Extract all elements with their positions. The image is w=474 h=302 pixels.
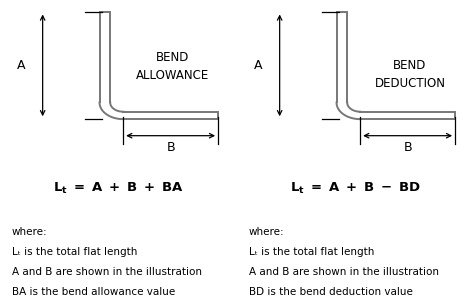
Text: where:: where: bbox=[249, 227, 284, 237]
Text: $\mathbf{L_t}$$\mathbf{\ =\ A\ +\ B\ +\ BA}$: $\mathbf{L_t}$$\mathbf{\ =\ A\ +\ B\ +\ … bbox=[53, 181, 184, 196]
Text: B: B bbox=[166, 141, 175, 154]
Text: BD is the bend deduction value: BD is the bend deduction value bbox=[249, 288, 413, 297]
Text: $\mathbf{L_t}$$\mathbf{\ =\ A\ +\ B\ -\ BD}$: $\mathbf{L_t}$$\mathbf{\ =\ A\ +\ B\ -\ … bbox=[290, 181, 421, 196]
Text: A and B are shown in the illustration: A and B are shown in the illustration bbox=[249, 267, 439, 278]
Text: where:: where: bbox=[12, 227, 47, 237]
Text: A: A bbox=[254, 59, 263, 72]
Text: B: B bbox=[403, 141, 412, 154]
Text: Lₜ is the total flat length: Lₜ is the total flat length bbox=[249, 247, 374, 257]
Text: Lₜ is the total flat length: Lₜ is the total flat length bbox=[12, 247, 137, 257]
Text: BA is the bend allowance value: BA is the bend allowance value bbox=[12, 288, 175, 297]
Text: BEND
DEDUCTION: BEND DEDUCTION bbox=[374, 59, 446, 90]
Text: BEND
ALLOWANCE: BEND ALLOWANCE bbox=[137, 51, 210, 82]
Text: A and B are shown in the illustration: A and B are shown in the illustration bbox=[12, 267, 202, 278]
Text: A: A bbox=[17, 59, 26, 72]
